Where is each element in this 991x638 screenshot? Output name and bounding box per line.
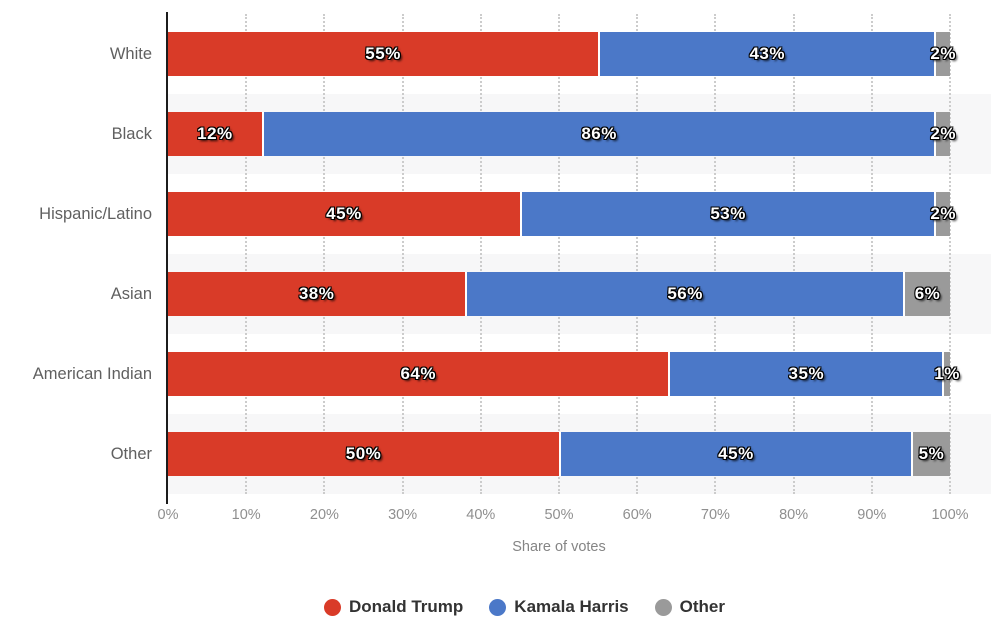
legend-swatch-icon: [489, 598, 507, 616]
bar-segment-kamala-harris[interactable]: 43%: [598, 32, 935, 76]
bar-segment-donald-trump[interactable]: 64%: [168, 352, 669, 396]
bar-row: 50% 45% 5%: [168, 432, 950, 476]
value-label: 38%: [298, 284, 335, 303]
gridline: [401, 14, 404, 494]
value-label: 50%: [345, 444, 382, 463]
bar-segment-donald-trump[interactable]: 45%: [168, 192, 520, 236]
x-tick-label: 0%: [157, 507, 179, 523]
legend-swatch-icon: [654, 598, 672, 616]
x-tick-label: 60%: [622, 507, 652, 523]
bar-segment-donald-trump[interactable]: 55%: [168, 32, 599, 76]
value-label: 55%: [365, 44, 401, 63]
x-tick-label: 80%: [779, 507, 809, 523]
x-tick-label: 100%: [931, 507, 969, 523]
bar-row: 45% 53% 2%: [168, 192, 955, 236]
y-axis-line: [166, 12, 168, 504]
gridline: [792, 14, 795, 494]
bar-segment-kamala-harris[interactable]: 56%: [465, 272, 904, 316]
value-label: 86%: [581, 124, 617, 143]
bar-segment-kamala-harris[interactable]: 35%: [668, 352, 943, 396]
value-label: 1%: [934, 364, 960, 383]
legend-item-other: Other: [654, 597, 725, 617]
value-label: 53%: [710, 204, 746, 223]
bar-segment-other[interactable]: 5%: [910, 432, 950, 476]
category-label: American Indian: [32, 364, 152, 383]
x-tick-label: 40%: [466, 507, 496, 523]
gridline: [245, 14, 248, 494]
value-label: 2%: [930, 44, 956, 63]
bar-segment-other[interactable]: 6%: [903, 272, 950, 316]
bar-row: 64% 35% 1%: [168, 352, 959, 396]
value-label: 2%: [930, 204, 956, 223]
category-label: Black: [111, 124, 152, 143]
value-label: 35%: [788, 364, 825, 383]
plot-area: 55% 43% 2% 12% 86% 2% 45% 53% 2% 38% 56% 6% 64% 35% 1%…: [166, 12, 991, 504]
legend-label: Donald Trump: [349, 597, 464, 616]
x-tick-label: 90%: [857, 507, 887, 523]
gridline: [870, 14, 873, 494]
value-label: 5%: [918, 444, 945, 463]
legend-label: Kamala Harris: [514, 597, 629, 616]
value-label: 64%: [400, 364, 436, 383]
chart-legend: Donald Trump Kamala Harris Other: [0, 597, 991, 617]
value-label: 45%: [718, 444, 754, 463]
legend-item-donald-trump: Donald Trump: [324, 597, 463, 617]
gridline: [636, 14, 639, 494]
x-axis-title: Share of votes: [512, 539, 606, 555]
value-label: 45%: [326, 204, 362, 223]
value-label: 2%: [930, 124, 956, 143]
bar-row: 12% 86% 2%: [168, 112, 955, 156]
bar-row: 55% 43% 2%: [168, 32, 955, 76]
gridline: [323, 14, 326, 494]
x-tick-label: 50%: [544, 507, 574, 523]
x-tick-label: 20%: [309, 507, 339, 523]
gridline: [479, 14, 482, 494]
gridline: [558, 14, 560, 494]
bar-segment-other[interactable]: 2%: [930, 112, 955, 156]
bar-segment-other[interactable]: 2%: [930, 32, 955, 76]
legend-swatch-icon: [324, 598, 342, 616]
bar-segment-other[interactable]: 2%: [930, 192, 955, 236]
value-label: 56%: [667, 284, 703, 303]
category-label: Hispanic/Latino: [39, 204, 152, 223]
bar-row: 38% 56% 6%: [168, 272, 950, 316]
bar-segment-donald-trump[interactable]: 38%: [168, 272, 466, 316]
value-label: 12%: [197, 124, 233, 143]
x-tick-label: 70%: [700, 507, 730, 523]
legend-item-kamala-harris: Kamala Harris: [489, 597, 629, 617]
bar-segment-kamala-harris[interactable]: 45%: [559, 432, 911, 476]
legend-label: Other: [679, 597, 725, 616]
gridline: [714, 14, 717, 494]
value-label: 6%: [914, 284, 941, 303]
bar-segment-donald-trump[interactable]: 12%: [168, 112, 262, 156]
bar-segment-kamala-harris[interactable]: 53%: [519, 192, 935, 236]
category-label: White: [109, 44, 152, 63]
bar-segment-other[interactable]: 1%: [934, 352, 959, 396]
x-axis-tick-labels: 0% 10% 20% 30% 40% 50% 60% 70% 80% 90% 100%: [0, 507, 991, 527]
category-label: Asian: [110, 284, 152, 303]
category-label: Other: [110, 444, 152, 463]
value-label: 43%: [749, 44, 785, 63]
bar-segment-donald-trump[interactable]: 50%: [168, 432, 559, 476]
gridline: [949, 14, 951, 494]
x-tick-label: 10%: [231, 507, 261, 523]
y-axis-category-labels: White Black Hispanic/Latino Asian American I…: [0, 14, 152, 494]
x-tick-label: 30%: [388, 507, 418, 523]
bar-segment-kamala-harris[interactable]: 86%: [261, 112, 935, 156]
